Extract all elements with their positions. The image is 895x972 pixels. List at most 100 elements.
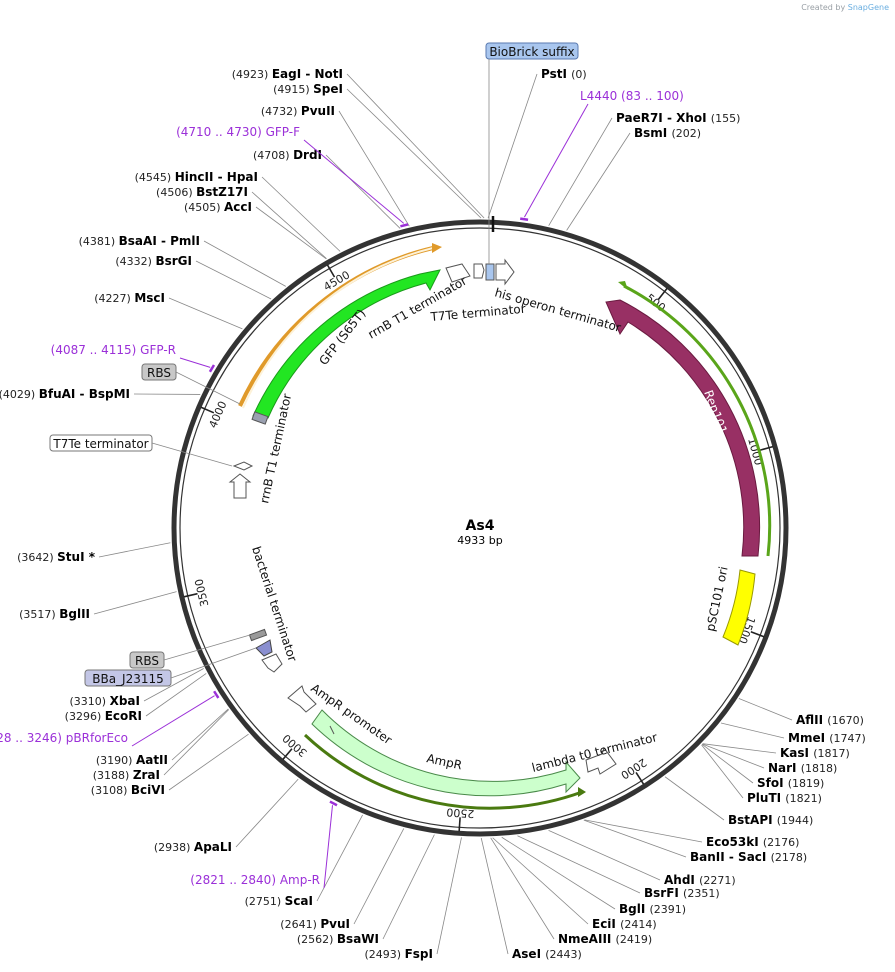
primer-leader (179, 357, 211, 368)
biobrick-suffix-block[interactable] (485, 263, 495, 281)
restriction-site-nmeaiii[interactable]: NmeAIII (2419) (490, 837, 652, 946)
psc101-ori-label: pSC101 ori (703, 565, 730, 632)
ampr-label: AmpR (425, 751, 463, 772)
tick-mark (458, 817, 461, 832)
site-leader (93, 591, 177, 615)
rrnb-t1-terminator-left-arrow[interactable] (228, 473, 252, 499)
t7te-terminator-callout[interactable]: T7Te terminator (49, 434, 233, 467)
restriction-site-fspi[interactable]: (2493) FspI (365, 837, 462, 961)
restriction-site-msci[interactable]: (4227) MscI (94, 291, 243, 330)
snapgene-logo: SnapGene (847, 3, 889, 12)
site-leader (436, 837, 462, 955)
bba-j23115-block[interactable] (255, 639, 273, 657)
restriction-site-paer7i[interactable]: PaeR7I - XhoI (155) (548, 111, 741, 226)
rbs-bottom-text: RBS (135, 654, 159, 668)
restriction-site-ecii[interactable]: EciI (2414) (492, 837, 657, 931)
restriction-site-aflii[interactable]: AflII (1670) (738, 698, 864, 727)
site-label: BglI (2391) (619, 902, 686, 916)
restriction-site-spei[interactable]: (4915) SpeI (273, 82, 482, 219)
primer-l4440[interactable]: L4440 (83 .. 100) (520, 89, 684, 221)
restriction-site-mmei[interactable]: MmeI (1747) (720, 722, 866, 745)
site-leader (145, 673, 207, 717)
primer-gfp-r[interactable]: (4087 .. 4115) GFP-R (51, 343, 216, 373)
t7te-terminator-top-arrow[interactable] (473, 263, 485, 279)
restriction-site-nari[interactable]: NarI (1818) (702, 743, 837, 775)
restriction-site-aatii[interactable]: (3190) AatII (96, 708, 229, 767)
site-label: (2493) FspI (365, 947, 433, 961)
restriction-site-bgli[interactable]: BglI (2391) (501, 836, 686, 916)
restriction-site-zrai[interactable]: (3188) ZraI (93, 709, 230, 782)
site-label: (2938) ApaLI (154, 840, 232, 854)
restriction-site-bsawi[interactable]: (2562) BsaWI (297, 834, 435, 946)
restriction-site-sfoi[interactable]: SfoI (1819) (701, 743, 824, 790)
restriction-site-xbai[interactable]: (3310) XbaI (70, 668, 204, 708)
site-label: BsrFI (2351) (644, 886, 720, 900)
restriction-site-scai[interactable]: (2751) ScaI (245, 814, 363, 908)
restriction-site-bsaai[interactable]: (4381) BsaAI - PmlI (79, 234, 286, 287)
primer-label: (4710 .. 4730) GFP-F (176, 125, 300, 139)
rrnb-t1-terminator-top-arrow[interactable] (445, 263, 471, 283)
site-leader (346, 88, 482, 219)
restriction-site-pluti[interactable]: PluTI (1821) (701, 744, 822, 805)
site-label: BstAPI (1944) (728, 813, 813, 827)
t7te-terminator-left-arrow[interactable] (232, 461, 254, 471)
restriction-site-bstapi[interactable]: BstAPI (1944) (664, 776, 813, 827)
primer-mark (213, 690, 220, 699)
restriction-site-kasi[interactable]: KasI (1817) (702, 743, 850, 760)
gfp-feature[interactable] (252, 269, 441, 419)
restriction-site-eco53ki[interactable]: Eco53kI (2176) (584, 819, 800, 849)
rep101-feature[interactable] (605, 299, 761, 557)
restriction-site-asei[interactable]: AseI (2443) (480, 837, 582, 961)
restriction-site-hincii[interactable]: (4545) HincII - HpaI (135, 170, 341, 252)
bacterial-terminator-arrow[interactable] (261, 653, 283, 673)
rbs-block[interactable] (248, 628, 268, 642)
restriction-site-psti[interactable]: PstI (0) (487, 67, 587, 219)
restriction-site-ahdi[interactable]: AhdI (2271) (548, 829, 736, 887)
psc101-ori-feature[interactable] (722, 569, 756, 646)
ampr-feature[interactable] (311, 709, 581, 797)
restriction-site-bglii[interactable]: (3517) BglII (19, 591, 177, 621)
lambda-t0-terminator-arrow[interactable] (585, 746, 617, 775)
restriction-site-ecori[interactable]: (3296) EcoRI (65, 673, 207, 723)
restriction-site-acci[interactable]: (4505) AccI (184, 200, 327, 260)
bba-j23115-text: BBa_J23115 (92, 672, 164, 686)
restriction-site-pvuii[interactable]: (4732) PvuII (261, 104, 410, 227)
ampr-arc-arrowhead (578, 787, 586, 797)
site-leader (501, 836, 616, 910)
his-operon-terminator-arrow[interactable] (495, 258, 515, 286)
rep101-primer-arc (623, 284, 772, 557)
restriction-site-bsmi[interactable]: BsmI (202) (566, 126, 701, 231)
site-label: (4732) PvuII (261, 104, 335, 118)
restriction-site-apali[interactable]: (2938) ApaLI (154, 778, 299, 854)
tick-label: 4000 (206, 399, 229, 430)
restriction-site-eagi[interactable]: (4923) EagI - NotI (232, 67, 485, 219)
restriction-site-drdi[interactable]: (4708) DrdI (253, 148, 401, 229)
tick-mark (657, 287, 668, 300)
site-leader (566, 132, 631, 231)
site-label: (4505) AccI (184, 200, 252, 214)
primer-leader (523, 103, 589, 218)
rbs-top-callout[interactable]: RBS (141, 363, 241, 405)
site-label: (3296) EcoRI (65, 709, 142, 723)
site-label: (3108) BciVI (91, 783, 165, 797)
restriction-site-bsrfi[interactable]: BsrFI (2351) (517, 835, 720, 900)
bba-j23115-callout[interactable]: BBa_J23115 (84, 647, 257, 687)
gfp-arc-arrowhead (432, 243, 442, 253)
biobrick-suffix-callout[interactable]: BioBrick suffix (485, 42, 579, 264)
restriction-site-banii[interactable]: BanII - SacI (2178) (583, 819, 807, 864)
restriction-site-bcivi[interactable]: (3108) BciVI (91, 733, 249, 797)
restriction-site-pvui[interactable]: (2641) PvuI (280, 828, 405, 931)
restriction-site-bstz17i[interactable]: (4506) BstZ17I (156, 185, 327, 259)
restriction-site-bfuai[interactable]: (4029) BfuAI - BspMI (0, 387, 201, 401)
site-leader (517, 835, 641, 894)
primer-label: (2821 .. 2840) Amp-R (190, 873, 320, 887)
primer-amp-r[interactable]: (2821 .. 2840) Amp-R (190, 800, 338, 889)
site-label: (4381) BsaAI - PmlI (79, 234, 200, 248)
primer-pbrforeco[interactable]: (3228 .. 3246) pBRforEco (0, 690, 220, 747)
rbs-bottom-callout[interactable]: RBS (129, 634, 251, 669)
ampr-promoter-arrow[interactable] (287, 685, 317, 713)
restriction-site-stui-[interactable]: (3642) StuI * (17, 542, 171, 564)
site-leader (168, 297, 243, 330)
primer-gfp-f[interactable]: (4710 .. 4730) GFP-F (176, 125, 409, 228)
restriction-site-bsrgi[interactable]: (4332) BsrGI (115, 254, 272, 300)
